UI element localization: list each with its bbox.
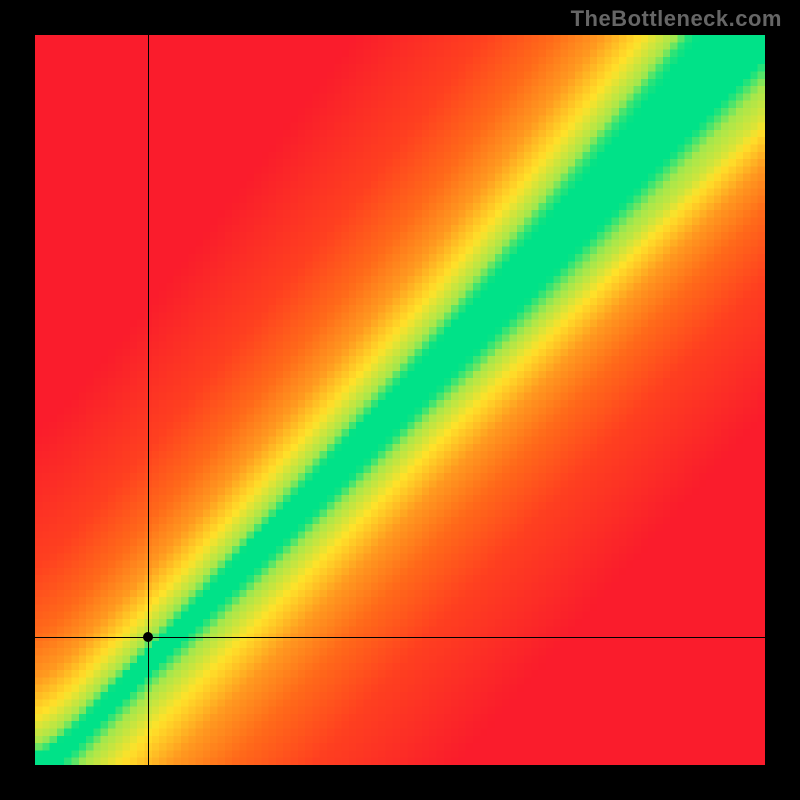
watermark-text: TheBottleneck.com [571,6,782,32]
chart-container: TheBottleneck.com [0,0,800,800]
bottleneck-heatmap [35,35,765,765]
crosshair-vertical [148,35,149,765]
